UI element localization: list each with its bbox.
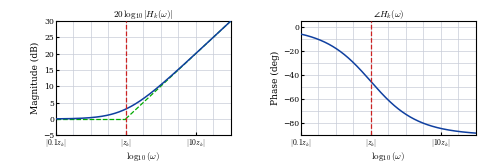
Y-axis label: Magnitude (dB): Magnitude (dB) — [31, 42, 40, 114]
X-axis label: $\log_{10}(\omega)$: $\log_{10}(\omega)$ — [371, 150, 405, 163]
X-axis label: $\log_{10}(\omega)$: $\log_{10}(\omega)$ — [126, 150, 160, 163]
Title: $20\,\log_{10}|H_k(\omega)|$: $20\,\log_{10}|H_k(\omega)|$ — [113, 8, 173, 21]
Y-axis label: Phase (deg): Phase (deg) — [271, 51, 280, 105]
Title: $\angle H_k(\omega)$: $\angle H_k(\omega)$ — [372, 8, 404, 21]
